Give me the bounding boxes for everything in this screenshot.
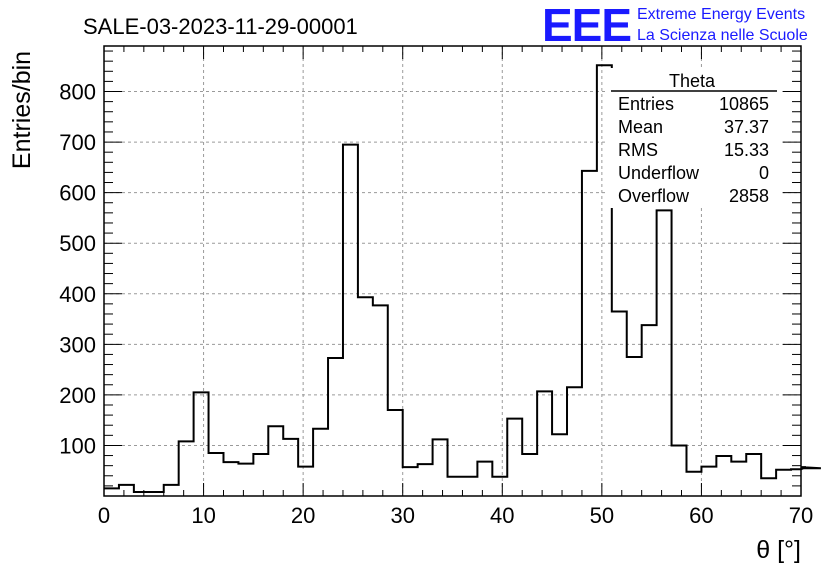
histogram-bin [642,325,657,496]
x-tick-label: 20 [291,503,315,528]
stats-row-label: Mean [618,117,663,137]
y-tick-label: 600 [59,181,96,206]
histogram-bin [567,387,582,496]
x-tick-label: 40 [490,503,514,528]
histogram-bin [537,391,552,496]
histogram-bin [627,357,642,496]
histogram-bin [612,311,627,496]
histogram-bin [343,145,358,496]
histogram-bin [462,477,477,496]
stats-row-value: 10865 [719,94,769,114]
x-tick-label: 30 [390,503,414,528]
stats-box: Theta Entries 10865 Mean 37.37 RMS 15.33 Under… [607,68,779,208]
histogram-bin [104,488,119,496]
x-axis-label: θ [°] [756,536,801,564]
histogram-bin [223,462,238,496]
histogram-bin [238,464,253,496]
stats-title: Theta [669,71,716,91]
histogram-bin [268,426,283,496]
histogram-bin [209,453,224,496]
histogram-bin [253,454,268,496]
histogram-bin [358,297,373,496]
stats-row-value: 2858 [729,186,769,206]
histogram-bin [388,410,403,496]
tick-labels: 0 10 20 30 40 50 60 70 100 200 300 400 500 600 700 800 [59,80,813,528]
histogram-bin [686,472,701,496]
eee-logo-line1: Extreme Energy Events [637,6,805,23]
histogram-bin [433,439,448,496]
histogram-bin [194,392,209,496]
histogram-bin [477,462,492,496]
stats-row-value: 15.33 [724,140,769,160]
eee-logo: EEE Extreme Energy Events La Scienza nel… [542,0,808,51]
stats-row-label: Overflow [618,186,690,206]
histogram-bin [672,445,687,496]
histogram-bin [552,434,567,496]
stats-row-value: 37.37 [724,117,769,137]
histogram-bin [313,429,328,496]
histogram-bin [761,478,776,496]
x-tick-label: 10 [191,503,215,528]
histogram-bin [522,454,537,496]
histogram-bin [179,441,194,496]
x-tick-label: 50 [590,503,614,528]
stats-row-label: Entries [618,94,674,114]
histogram-bin [731,462,746,496]
histogram-bin [448,477,463,496]
y-axis-label: Entries/bin [8,51,36,169]
histogram-bin [418,464,433,496]
y-tick-label: 400 [59,282,96,307]
y-tick-label: 500 [59,231,96,256]
histogram-bars [104,64,821,496]
histogram-bin [119,485,134,496]
x-tick-label: 70 [789,503,813,528]
eee-logo-mark: EEE [542,0,631,51]
x-tick-label: 0 [98,503,110,528]
histogram-bin [403,467,418,496]
histogram-bin [373,305,388,496]
y-tick-label: 100 [59,433,96,458]
histogram-bin [328,358,343,496]
stats-row-value: 0 [759,163,769,183]
x-tick-label: 60 [689,503,713,528]
histogram-bin [791,469,801,496]
histogram-bin [164,485,179,496]
y-tick-label: 800 [59,80,96,105]
histogram-bin [716,456,731,496]
histogram-bin [746,454,761,496]
histogram-bin [582,171,597,496]
histogram-bin [283,439,298,496]
y-tick-label: 300 [59,332,96,357]
chart-title: SALE-03-2023-11-29-00001 [83,14,358,39]
y-tick-label: 700 [59,130,96,155]
plot-border [103,45,802,497]
stats-row-label: RMS [618,140,658,160]
histogram-bin [776,470,791,496]
histogram-bin [657,210,672,496]
histogram-bin [507,419,522,496]
y-tick-label: 200 [59,383,96,408]
histogram-line [104,64,821,493]
axis-ticks [103,46,802,497]
plot-frame [103,45,802,497]
eee-logo-line2: La Scienza nelle Scuole [637,27,808,44]
histogram-bin [701,467,716,496]
stats-row-label: Underflow [618,163,700,183]
histogram-bin [298,467,313,496]
histogram-bin [492,477,507,496]
